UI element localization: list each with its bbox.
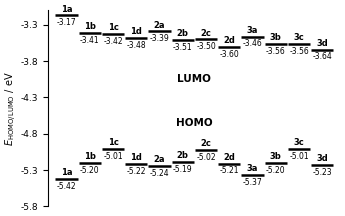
Text: -3.48: -3.48 (127, 41, 146, 50)
Text: -3.46: -3.46 (243, 40, 263, 48)
Text: -3.50: -3.50 (196, 42, 216, 51)
Text: 1d: 1d (130, 27, 142, 36)
Text: -5.42: -5.42 (57, 182, 76, 191)
Text: 2c: 2c (200, 139, 211, 148)
Text: -5.23: -5.23 (313, 168, 332, 177)
Text: 2a: 2a (154, 21, 165, 30)
Text: 2a: 2a (154, 155, 165, 164)
Text: 3c: 3c (294, 138, 304, 147)
Text: 2b: 2b (177, 29, 189, 38)
Text: 2c: 2c (200, 29, 211, 38)
Text: -5.20: -5.20 (80, 166, 100, 175)
Text: -5.37: -5.37 (243, 178, 263, 187)
Text: 3b: 3b (270, 152, 282, 161)
Text: -5.19: -5.19 (173, 165, 193, 174)
Text: -5.22: -5.22 (127, 167, 146, 176)
Y-axis label: $E_{\mathrm{HOMO/LUMO}}$ / eV: $E_{\mathrm{HOMO/LUMO}}$ / eV (4, 71, 19, 146)
Text: 2d: 2d (223, 153, 235, 162)
Text: 1a: 1a (61, 168, 72, 177)
Text: 2d: 2d (223, 36, 235, 45)
Text: -3.42: -3.42 (103, 37, 123, 46)
Text: -5.01: -5.01 (289, 152, 309, 161)
Text: -5.20: -5.20 (266, 166, 286, 175)
Text: 3c: 3c (294, 33, 304, 42)
Text: -5.01: -5.01 (103, 152, 123, 161)
Text: 1d: 1d (130, 153, 142, 162)
Text: 3a: 3a (247, 164, 258, 173)
Text: 2b: 2b (177, 151, 189, 160)
Text: -3.56: -3.56 (266, 47, 286, 56)
Text: 3a: 3a (247, 26, 258, 35)
Text: -5.24: -5.24 (150, 169, 169, 178)
Text: -3.41: -3.41 (80, 36, 100, 45)
Text: 1a: 1a (61, 5, 72, 14)
Text: -5.21: -5.21 (219, 166, 239, 175)
Text: HOMO: HOMO (176, 118, 213, 128)
Text: -3.51: -3.51 (173, 43, 193, 52)
Text: -3.56: -3.56 (289, 47, 309, 56)
Text: 1c: 1c (108, 23, 119, 32)
Text: 1b: 1b (84, 22, 96, 31)
Text: 3d: 3d (316, 154, 328, 163)
Text: -3.17: -3.17 (57, 18, 76, 27)
Text: 1c: 1c (108, 138, 119, 147)
Text: 3b: 3b (270, 33, 282, 42)
Text: -3.60: -3.60 (219, 50, 239, 59)
Text: -3.64: -3.64 (312, 52, 332, 62)
Text: 1b: 1b (84, 152, 96, 161)
Text: 3d: 3d (316, 39, 328, 48)
Text: -3.39: -3.39 (150, 34, 169, 43)
Text: LUMO: LUMO (177, 74, 211, 84)
Text: -5.02: -5.02 (196, 153, 216, 162)
